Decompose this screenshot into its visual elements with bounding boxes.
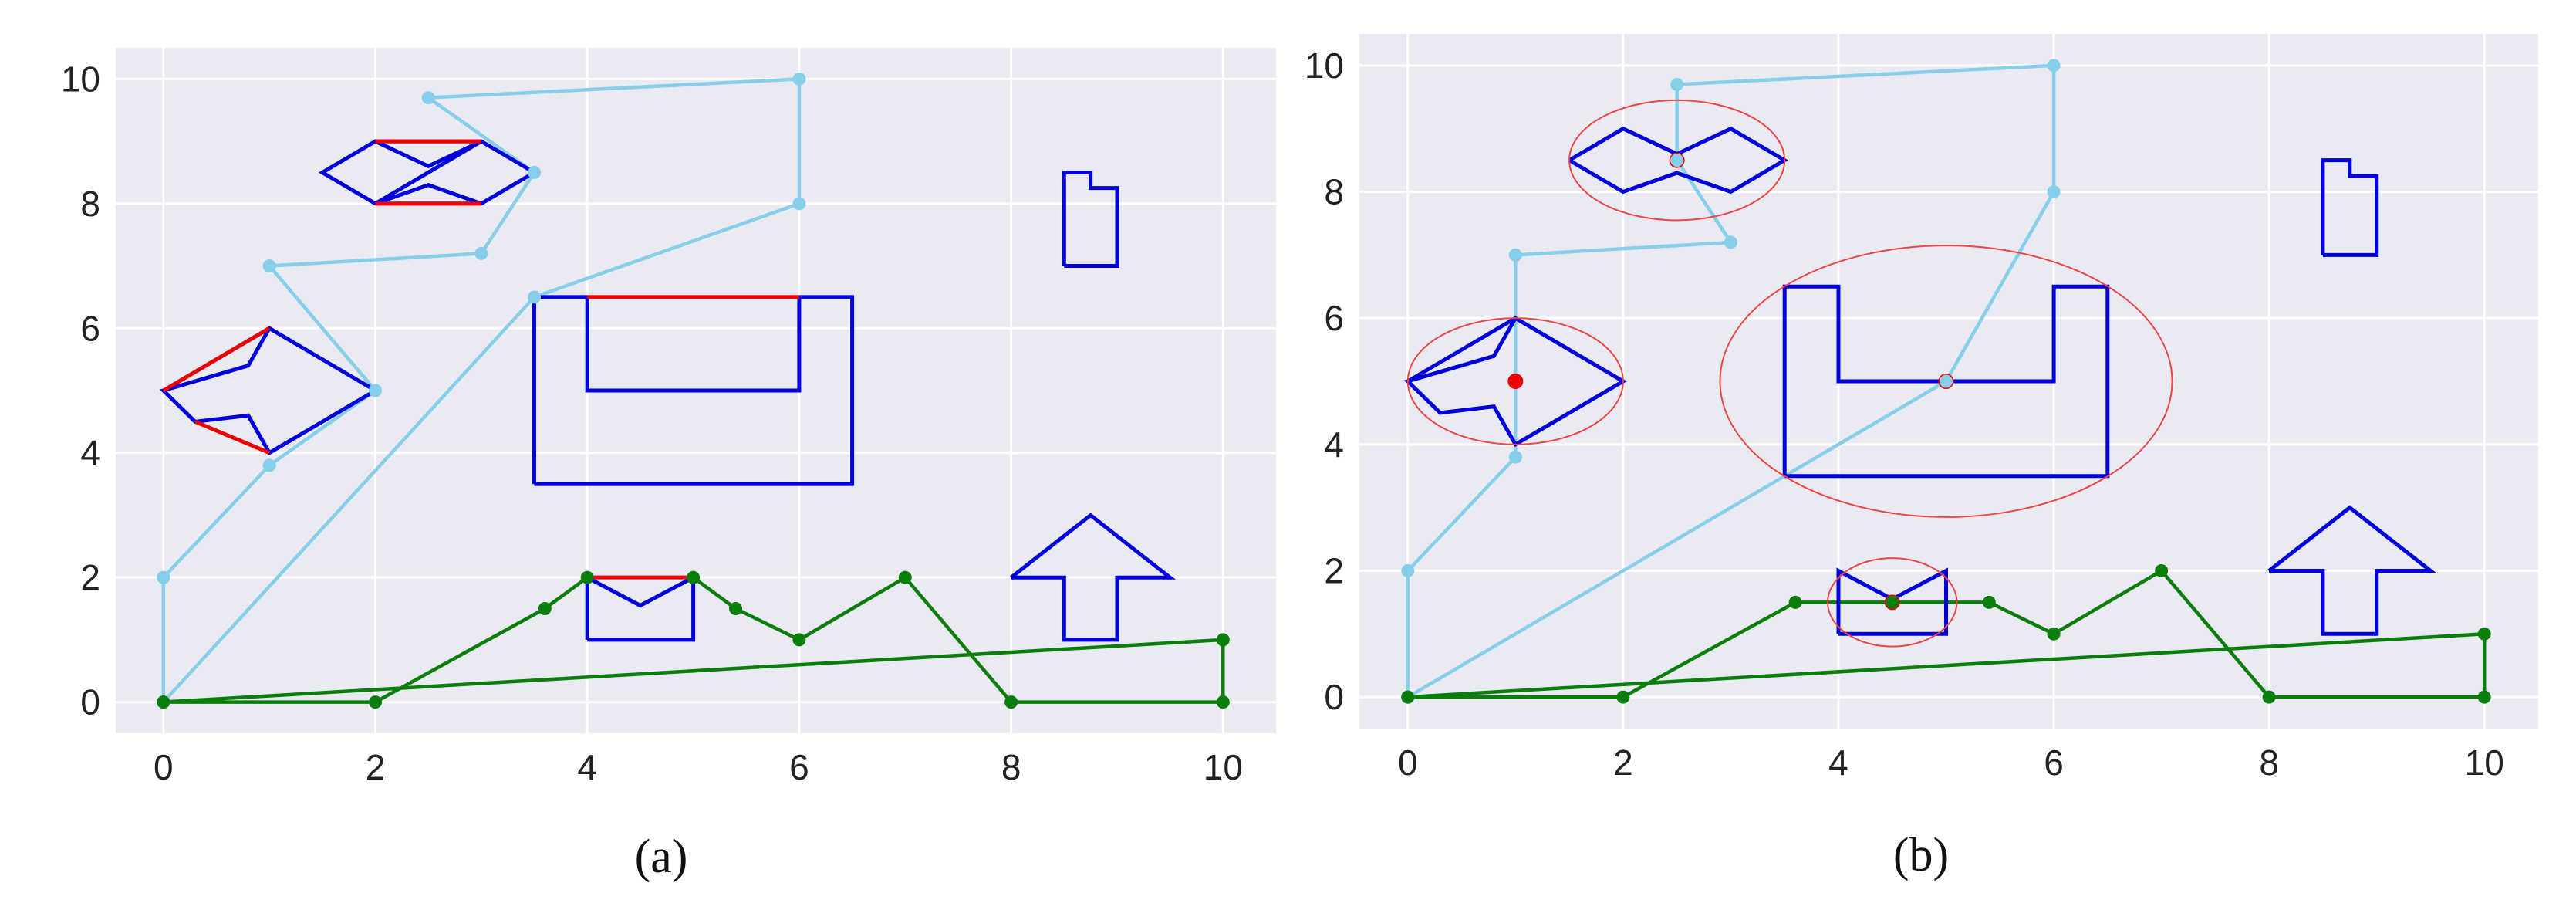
bounding-ellipse-3 xyxy=(1827,557,1958,648)
waypoint-a-1-4 xyxy=(687,570,701,584)
waypoint-a-0-9 xyxy=(792,197,806,211)
x-tick-label: 6 xyxy=(2044,743,2064,783)
obstacle-a-0 xyxy=(318,139,538,206)
waypoint-a-1-11 xyxy=(157,695,170,709)
waypoint-a-0-2 xyxy=(262,458,276,472)
y-tick-label: 6 xyxy=(1324,298,1344,338)
waypoint-a-1-2 xyxy=(538,602,552,616)
x-tick-label: 4 xyxy=(577,747,597,787)
obstacle-a-5 xyxy=(1010,513,1176,642)
obstacle-a-3 xyxy=(585,574,696,642)
waypoint-a-1-1 xyxy=(369,695,383,709)
y-tick-label: 2 xyxy=(80,557,100,597)
x-tick-label: 2 xyxy=(366,747,386,787)
x-tick-label: 0 xyxy=(154,747,174,787)
y-tick-label: 2 xyxy=(1324,550,1344,590)
waypoint-b-0-5 xyxy=(1670,154,1684,167)
path-line-a-1 xyxy=(163,575,1225,704)
y-tick-label: 0 xyxy=(80,682,100,722)
waypoint-a-0-3 xyxy=(369,384,383,397)
waypoint-a-1-5 xyxy=(729,602,743,616)
y-tick-label: 10 xyxy=(1305,46,1344,86)
waypoint-b-0-1 xyxy=(1401,563,1415,577)
x-tick-label: 8 xyxy=(2259,743,2279,783)
highlight-edge-2 xyxy=(162,326,271,393)
waypoint-a-0-1 xyxy=(157,570,170,584)
obstacle-b-5 xyxy=(2267,505,2436,636)
y-tick-label: 10 xyxy=(61,59,100,99)
bounding-ellipse-2 xyxy=(1719,245,2173,518)
waypoint-b-0-4 xyxy=(1724,235,1737,249)
caption-a: (a) xyxy=(635,831,688,883)
obstacle-b-2 xyxy=(1782,284,2110,479)
waypoint-a-0-4 xyxy=(262,259,276,273)
ticks-b: 0 2 4 6 8 10 0 2 4 6 8 10 xyxy=(1305,46,2504,783)
waypoint-a-0-5 xyxy=(474,246,488,260)
obstacle-a-1 xyxy=(160,326,380,456)
ellipse-center-1 xyxy=(1507,374,1524,389)
x-tick-label: 4 xyxy=(1828,743,1848,783)
waypoint-a-1-3 xyxy=(580,570,594,584)
waypoint-b-0-7 xyxy=(2047,59,2061,73)
waypoint-a-0-7 xyxy=(421,91,435,105)
path-line-a-0 xyxy=(161,77,802,704)
obstacle-b-1 xyxy=(1403,316,1627,448)
waypoint-b-1-2 xyxy=(1788,595,1802,609)
waypoint-a-1-9 xyxy=(1216,695,1230,709)
y-tick-label: 0 xyxy=(1324,677,1344,717)
y-tick-label: 8 xyxy=(80,184,100,224)
waypoint-a-0-10 xyxy=(528,290,542,304)
x-tick-label: 8 xyxy=(1001,747,1021,787)
obstacle-b-4 xyxy=(2321,158,2379,257)
waypoint-a-1-6 xyxy=(792,633,806,647)
x-tick-label: 10 xyxy=(2465,743,2504,783)
y-tick-label: 8 xyxy=(1324,172,1344,212)
waypoints-a xyxy=(157,72,1230,709)
obstacles-a xyxy=(160,139,1176,642)
waypoint-b-1-4 xyxy=(1982,595,1996,609)
caption-b: (b) xyxy=(1893,829,1949,881)
paths-a xyxy=(161,77,1225,704)
x-tick-label: 0 xyxy=(1398,743,1418,783)
waypoint-a-1-7 xyxy=(898,570,912,584)
y-tick-label: 4 xyxy=(80,433,100,473)
y-tick-label: 4 xyxy=(1324,425,1344,465)
waypoints-b xyxy=(1401,59,2491,704)
bounding-ellipse-1 xyxy=(1406,317,1624,445)
highlights-a xyxy=(162,139,799,580)
waypoint-b-1-10 xyxy=(1401,690,1415,704)
x-tick-label: 10 xyxy=(1204,747,1243,787)
waypoint-b-1-5 xyxy=(2047,627,2061,641)
waypoint-b-1-9 xyxy=(2477,627,2491,641)
obstacle-a-4 xyxy=(1062,171,1119,268)
waypoint-b-1-8 xyxy=(2477,690,2491,704)
highlight-edge-3 xyxy=(194,420,271,455)
waypoint-b-1-3 xyxy=(1886,595,1899,609)
obstacle-b-3 xyxy=(1836,567,1948,636)
waypoint-b-0-9 xyxy=(1940,374,1953,388)
waypoint-a-1-10 xyxy=(1216,633,1230,647)
waypoint-b-0-8 xyxy=(2047,185,2061,199)
waypoint-b-1-1 xyxy=(1616,690,1630,704)
y-tick-label: 6 xyxy=(80,308,100,348)
ticks-a: 0 2 4 6 8 10 0 2 4 6 8 10 xyxy=(61,59,1243,787)
waypoint-b-0-6 xyxy=(1670,77,1684,91)
panel-a: 0 2 4 6 8 10 0 2 4 6 8 10 (a) xyxy=(61,48,1276,883)
panel-b: 0 2 4 6 8 10 0 2 4 6 8 10 (b) xyxy=(1305,34,2538,881)
bounding-ellipse-0 xyxy=(1568,99,1786,222)
waypoint-a-0-6 xyxy=(528,165,542,179)
waypoint-b-0-3 xyxy=(1508,248,1522,262)
x-tick-label: 6 xyxy=(789,747,809,787)
waypoint-b-1-7 xyxy=(2262,690,2276,704)
waypoint-a-1-8 xyxy=(1004,695,1018,709)
waypoint-b-0-2 xyxy=(1508,450,1522,464)
x-tick-label: 2 xyxy=(1613,743,1633,783)
waypoint-b-1-6 xyxy=(2155,563,2169,577)
waypoint-a-0-8 xyxy=(792,72,806,86)
obstacle-a-2 xyxy=(532,295,855,486)
